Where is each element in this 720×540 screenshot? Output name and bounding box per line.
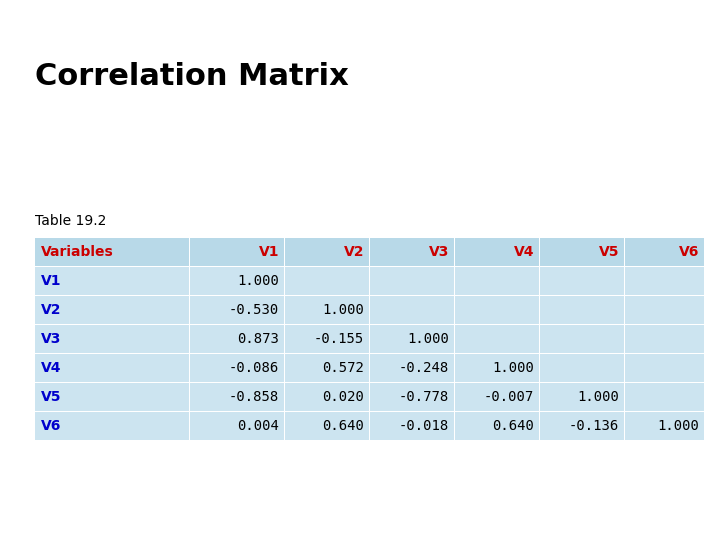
Bar (455, 238, 539, 266)
Bar (625, 325, 704, 353)
Text: 0.873: 0.873 (237, 332, 279, 346)
Text: -0.086: -0.086 (229, 361, 279, 375)
Bar (190, 238, 284, 266)
Bar (455, 383, 539, 411)
Text: 0.004: 0.004 (237, 419, 279, 433)
Bar (35, 325, 189, 353)
Bar (190, 296, 284, 324)
Bar (190, 325, 284, 353)
Text: -0.530: -0.530 (229, 303, 279, 317)
Bar (370, 296, 454, 324)
Bar (625, 296, 704, 324)
Bar (625, 267, 704, 295)
Text: V1: V1 (258, 245, 279, 259)
Text: Table 19.2: Table 19.2 (35, 214, 107, 228)
Bar (370, 267, 454, 295)
Bar (540, 267, 624, 295)
Text: 1.000: 1.000 (492, 361, 534, 375)
Bar (370, 354, 454, 382)
Bar (540, 296, 624, 324)
Bar (625, 354, 704, 382)
Text: V4: V4 (41, 361, 61, 375)
Text: -0.007: -0.007 (484, 390, 534, 404)
Text: V2: V2 (343, 245, 364, 259)
Bar (285, 296, 369, 324)
Bar (370, 383, 454, 411)
Text: V6: V6 (41, 419, 61, 433)
Text: V3: V3 (41, 332, 61, 346)
Text: 1.000: 1.000 (407, 332, 449, 346)
Text: -0.778: -0.778 (399, 390, 449, 404)
Text: 0.640: 0.640 (492, 419, 534, 433)
Text: V5: V5 (598, 245, 619, 259)
Text: -0.136: -0.136 (569, 419, 619, 433)
Text: -0.155: -0.155 (314, 332, 364, 346)
Bar (190, 412, 284, 440)
Bar (370, 325, 454, 353)
Bar (625, 412, 704, 440)
Text: Variables: Variables (41, 245, 114, 259)
Text: 0.572: 0.572 (322, 361, 364, 375)
Bar (370, 412, 454, 440)
Bar (540, 412, 624, 440)
Bar (35, 238, 189, 266)
Bar (455, 267, 539, 295)
Bar (285, 238, 369, 266)
Bar (285, 412, 369, 440)
Text: V5: V5 (41, 390, 61, 404)
Text: 0.020: 0.020 (322, 390, 364, 404)
Bar (370, 238, 454, 266)
Bar (455, 296, 539, 324)
Text: V4: V4 (513, 245, 534, 259)
Bar (35, 267, 189, 295)
Bar (455, 354, 539, 382)
Bar (190, 267, 284, 295)
Text: 1.000: 1.000 (657, 419, 699, 433)
Bar (285, 267, 369, 295)
Bar (35, 354, 189, 382)
Text: 0.640: 0.640 (322, 419, 364, 433)
Bar (35, 383, 189, 411)
Bar (285, 354, 369, 382)
Text: 1.000: 1.000 (322, 303, 364, 317)
Text: V6: V6 (679, 245, 699, 259)
Bar (540, 238, 624, 266)
Text: -0.248: -0.248 (399, 361, 449, 375)
Bar (455, 325, 539, 353)
Bar (35, 412, 189, 440)
Text: V1: V1 (41, 274, 61, 288)
Text: 1.000: 1.000 (577, 390, 619, 404)
Bar (540, 354, 624, 382)
Bar (190, 354, 284, 382)
Bar (35, 296, 189, 324)
Text: 1.000: 1.000 (237, 274, 279, 288)
Text: Correlation Matrix: Correlation Matrix (35, 62, 348, 91)
Bar (285, 383, 369, 411)
Bar (625, 383, 704, 411)
Text: -0.858: -0.858 (229, 390, 279, 404)
Bar (625, 238, 704, 266)
Bar (285, 325, 369, 353)
Text: V2: V2 (41, 303, 61, 317)
Text: V3: V3 (428, 245, 449, 259)
Bar (540, 383, 624, 411)
Text: -0.018: -0.018 (399, 419, 449, 433)
Bar (190, 383, 284, 411)
Bar (540, 325, 624, 353)
Bar (455, 412, 539, 440)
